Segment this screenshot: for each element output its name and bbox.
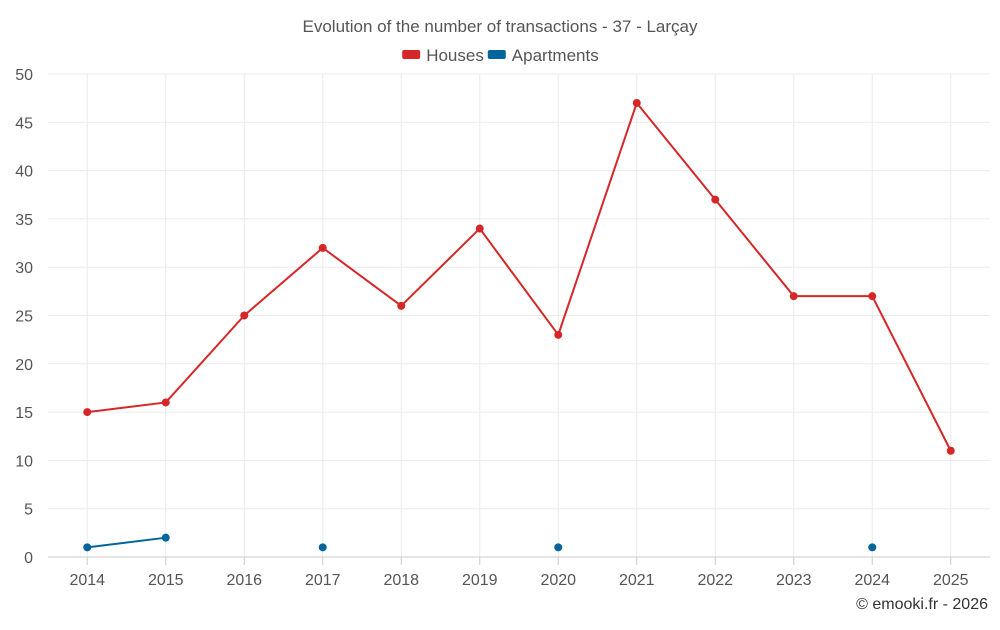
x-tick-label: 2018 (383, 572, 419, 589)
legend-swatch-apartments (487, 50, 506, 59)
data-point-houses[interactable] (83, 408, 92, 417)
data-point-houses[interactable] (946, 446, 955, 455)
data-point-houses[interactable] (397, 301, 406, 310)
data-point-houses[interactable] (318, 243, 327, 252)
data-point-apartments[interactable] (868, 543, 877, 552)
chart-title: Evolution of the number of transactions … (303, 17, 698, 36)
data-point-houses[interactable] (161, 398, 170, 407)
legend-swatch-houses (402, 50, 421, 59)
x-tick-label: 2021 (619, 572, 655, 589)
data-point-apartments[interactable] (161, 533, 170, 542)
y-tick-label: 20 (15, 357, 33, 374)
y-tick-label: 10 (15, 453, 33, 470)
x-tick-label: 2022 (697, 572, 733, 589)
x-tick-label: 2023 (776, 572, 812, 589)
data-point-houses[interactable] (632, 98, 641, 107)
series (83, 98, 955, 552)
series-line-houses (87, 101, 952, 452)
series-apartments (83, 533, 877, 552)
y-tick-label: 35 (15, 212, 33, 229)
data-point-apartments[interactable] (83, 543, 92, 552)
legend[interactable]: Houses Apartments (402, 46, 599, 65)
data-point-houses[interactable] (475, 224, 484, 233)
x-tick-label: 2015 (148, 572, 184, 589)
x-tick-label: 2014 (69, 572, 105, 589)
series-line-apartments (87, 536, 166, 549)
data-point-houses[interactable] (868, 292, 877, 301)
legend-label-apartments: Apartments (512, 46, 599, 65)
x-tick-label: 2017 (305, 572, 341, 589)
x-tick-label: 2025 (933, 572, 969, 589)
data-point-houses[interactable] (789, 292, 798, 301)
y-tick-label: 45 (15, 115, 33, 132)
legend-item-apartments[interactable]: Apartments (487, 46, 599, 65)
x-tick-label: 2016 (226, 572, 262, 589)
grid (48, 73, 990, 557)
legend-item-houses[interactable]: Houses (402, 46, 484, 65)
data-point-houses[interactable] (240, 311, 249, 320)
data-point-houses[interactable] (554, 330, 563, 339)
data-point-apartments[interactable] (318, 543, 327, 552)
y-tick-label: 5 (24, 502, 33, 519)
series-houses (83, 98, 955, 455)
y-tick-label: 25 (15, 309, 33, 326)
legend-label-houses: Houses (426, 46, 484, 65)
y-tick-label: 0 (24, 550, 33, 567)
x-tick-label: 2020 (540, 572, 576, 589)
x-tick-label: 2019 (462, 572, 498, 589)
y-tick-label: 50 (15, 67, 33, 84)
y-tick-label: 30 (15, 260, 33, 277)
x-tick-label: 2024 (854, 572, 890, 589)
y-tick-label: 40 (15, 164, 33, 181)
y-tick-label: 15 (15, 405, 33, 422)
data-point-apartments[interactable] (554, 543, 563, 552)
data-point-houses[interactable] (711, 195, 720, 204)
credit-text: © emooki.fr - 2026 (856, 596, 988, 613)
